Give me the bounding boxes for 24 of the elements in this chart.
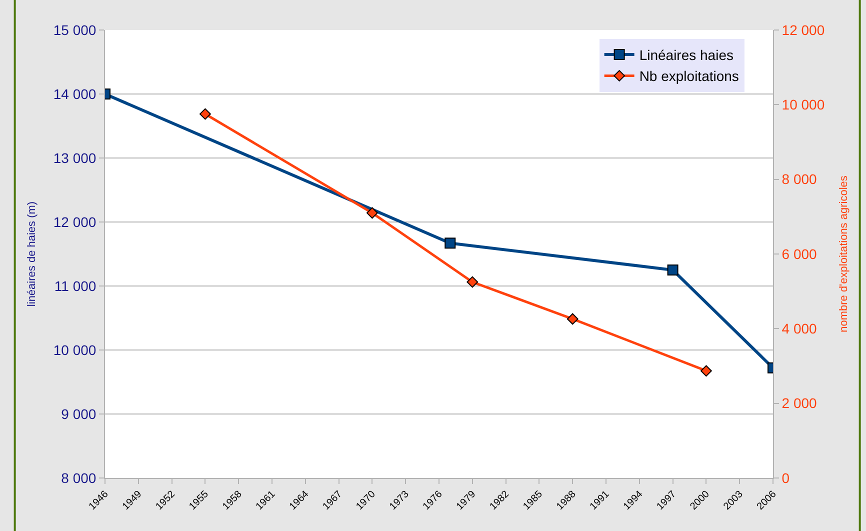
y2-tick-label: 2 000: [782, 395, 818, 412]
point: [566, 313, 578, 325]
y2-tick-label: 0: [782, 470, 790, 486]
legend-label: Linéaires haies: [639, 47, 734, 64]
y-tick-label: 14 000: [53, 86, 96, 102]
legend-label: Nb exploitations: [639, 68, 739, 84]
y2-axis-title: nombre d'exploitations agricoles: [838, 175, 850, 332]
point: [700, 365, 712, 377]
y-tick-label: 11 000: [54, 278, 96, 294]
point: [200, 108, 211, 120]
y-axis-title: linéaires de haies (m): [26, 201, 38, 307]
y-tick-label: 8 000: [61, 470, 96, 486]
y2-tick-label: 12 000: [782, 22, 825, 38]
y2-tick-label: 6 000: [782, 246, 818, 262]
point: [466, 276, 478, 288]
point: [366, 207, 378, 219]
y2-tick-label: 4 000: [782, 320, 818, 337]
y-tick-label: 12 000: [53, 214, 96, 230]
y-tick-label: 13 000: [53, 150, 96, 166]
y-tick-label: 9 000: [61, 406, 96, 422]
y2-tick-label: 10 000: [782, 96, 825, 113]
y2-tick-label: 8 000: [782, 171, 818, 188]
y-tick-label: 10 000: [53, 342, 96, 358]
y-tick-label: 15 000: [53, 22, 96, 38]
